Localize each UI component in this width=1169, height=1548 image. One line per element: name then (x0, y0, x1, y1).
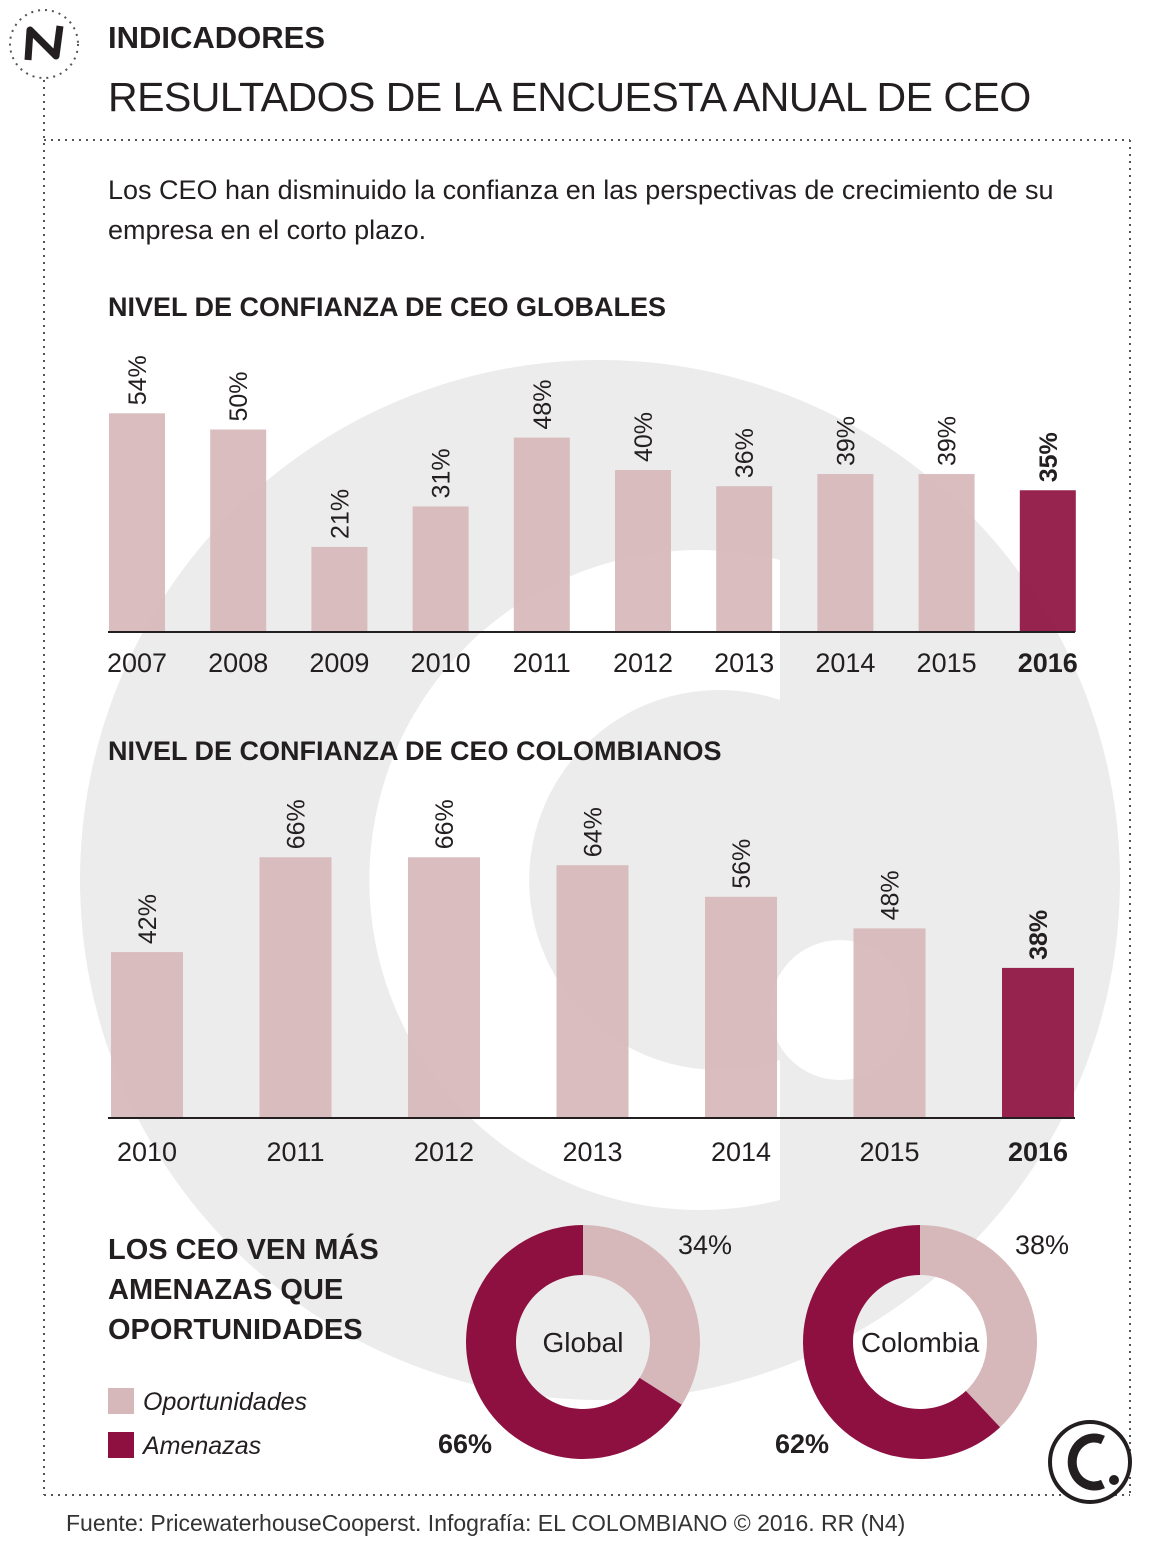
value-label: 38% (1025, 910, 1053, 960)
bar (109, 413, 165, 632)
x-tick-label: 2012 (613, 648, 673, 678)
chart-title: LOS CEO VEN MÁS AMENAZAS QUE OPORTUNIDAD… (108, 1234, 379, 1346)
bar (513, 437, 570, 632)
donut-segment (583, 1225, 701, 1405)
source-note: Fuente: PricewaterhouseCooperst. Infogra… (66, 1510, 906, 1536)
bar (1019, 490, 1076, 632)
value-label: 35% (1035, 432, 1063, 482)
x-tick-label: 2015 (917, 648, 977, 678)
x-tick-label: 2008 (208, 648, 268, 678)
brand-logo (1048, 1420, 1132, 1504)
x-tick-label: 2014 (711, 1137, 771, 1167)
value-label: 56% (728, 839, 756, 889)
value-label: 66% (431, 799, 459, 849)
x-tick-label: 2009 (309, 648, 369, 678)
bar (408, 857, 480, 1118)
value-label: 48% (529, 380, 557, 430)
value-label: 48% (877, 870, 905, 920)
chart-title: NIVEL DE CONFIANZA DE CEO COLOMBIANOS (108, 736, 722, 766)
donut-center-label: Global (543, 1327, 624, 1358)
value-label: 66% (438, 1429, 492, 1459)
bar (111, 952, 183, 1118)
bar (817, 474, 874, 632)
section-label: INDICADORES (108, 20, 326, 55)
chart-title: NIVEL DE CONFIANZA DE CEO GLOBALES (108, 292, 666, 322)
x-tick-label: 2013 (714, 648, 774, 678)
x-tick-label: 2014 (815, 648, 875, 678)
bar (556, 865, 629, 1118)
value-label: 36% (731, 428, 759, 478)
section-icon (9, 9, 79, 79)
value-label: 42% (134, 894, 162, 944)
bar (615, 470, 671, 632)
page-title: RESULTADOS DE LA ENCUESTA ANUAL DE CEO (108, 74, 1031, 120)
x-tick-label: 2010 (411, 648, 471, 678)
x-tick-label: 2011 (513, 648, 571, 678)
x-tick-label: 2015 (859, 1137, 919, 1167)
bar (853, 928, 926, 1118)
x-tick-label: 2007 (107, 648, 167, 678)
legend-swatch (108, 1388, 134, 1414)
donut-segment (920, 1225, 1037, 1428)
value-label: 31% (428, 448, 456, 498)
value-label: 39% (934, 416, 962, 466)
legend-swatch (108, 1432, 134, 1458)
bar (210, 429, 267, 632)
donut-center-label: Colombia (861, 1327, 980, 1358)
donut-segment (803, 1225, 1001, 1459)
x-tick-label: 2016 (1018, 648, 1078, 678)
bar (1002, 967, 1074, 1118)
value-label: 39% (832, 416, 860, 466)
legend-label: Amenazas (141, 1432, 261, 1460)
bar (705, 896, 777, 1118)
bar (311, 546, 368, 632)
x-tick-label: 2013 (562, 1137, 622, 1167)
x-tick-label: 2010 (117, 1137, 177, 1167)
value-label: 64% (580, 807, 608, 857)
value-label: 54% (124, 355, 152, 405)
intro-text: Los CEO han disminuido la confianza en l… (108, 175, 1054, 245)
bar (716, 486, 773, 632)
bar (918, 474, 975, 632)
value-label: 34% (678, 1230, 732, 1260)
bar (259, 857, 332, 1118)
value-label: 66% (283, 799, 311, 849)
frame (43, 80, 1131, 1496)
value-label: 50% (225, 371, 253, 421)
x-tick-label: 2012 (414, 1137, 474, 1167)
x-tick-label: 2011 (266, 1137, 324, 1167)
x-tick-label: 2016 (1008, 1137, 1068, 1167)
value-label: 62% (775, 1429, 829, 1459)
value-label: 40% (630, 412, 658, 462)
donut-segment (466, 1225, 682, 1459)
legend-label: Oportunidades (143, 1388, 307, 1416)
value-label: 38% (1015, 1230, 1069, 1260)
value-label: 21% (326, 489, 354, 539)
bar (412, 506, 469, 632)
